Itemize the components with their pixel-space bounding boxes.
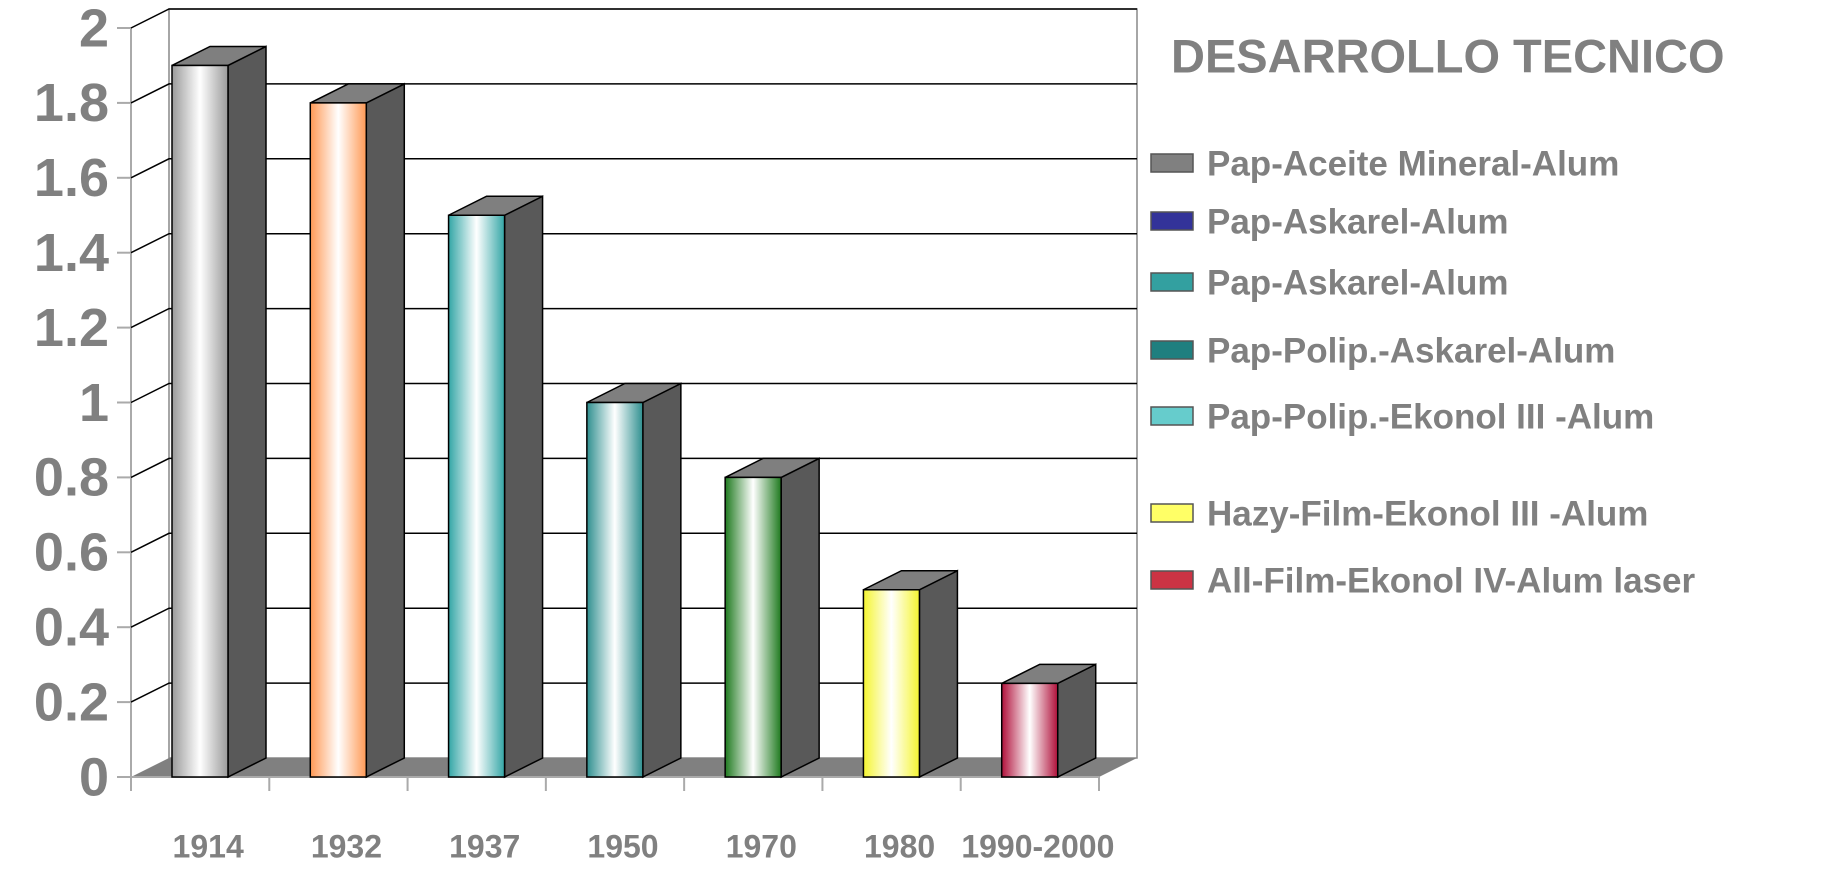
bar-front — [171, 64, 229, 778]
bar — [586, 382, 682, 779]
legend-swatch — [1150, 211, 1194, 231]
y-tick-label: 0 — [79, 747, 109, 807]
x-tick-label: 1932 — [311, 828, 382, 864]
y-tick-label: 1.8 — [34, 73, 109, 133]
legend-label: Pap-Polip.-Askarel-Alum — [1207, 331, 1615, 370]
legend-swatch — [1150, 153, 1194, 173]
x-tick-label: 1914 — [173, 828, 244, 864]
y-tick-label: 1.6 — [34, 148, 109, 208]
bar-side — [780, 457, 820, 779]
legend-label: All-Film-Ekonol IV-Alum laser — [1207, 561, 1696, 600]
legend-swatch — [1150, 272, 1194, 292]
legend-swatch — [1150, 340, 1194, 360]
chart-title: DESARROLLO TECNICO — [1171, 29, 1725, 82]
y-tick-label: 0.8 — [34, 448, 109, 508]
legend-label: Pap-Askarel-Alum — [1207, 263, 1508, 302]
bar — [724, 457, 820, 779]
bar-side — [227, 45, 267, 779]
grid-line — [130, 382, 1137, 404]
bar-side — [642, 382, 682, 779]
legend-swatch — [1150, 503, 1194, 523]
y-tick-label: 0.6 — [34, 523, 109, 583]
legend-swatch — [1150, 406, 1194, 426]
bar — [1000, 663, 1097, 779]
legend-label: Pap-Aceite Mineral-Alum — [1207, 144, 1619, 183]
y-tick-label: 0.2 — [34, 672, 109, 732]
x-tick-label: 1950 — [587, 828, 658, 864]
bar — [171, 45, 267, 779]
bar-front — [1000, 682, 1059, 778]
grid-line — [130, 232, 1137, 254]
x-tick-label: 1990-2000 — [961, 828, 1114, 864]
bar-side — [503, 195, 544, 779]
bar — [862, 569, 959, 779]
bar-front — [586, 401, 644, 778]
y-tick-label: 1 — [79, 373, 109, 433]
bar — [309, 82, 406, 779]
bar — [447, 195, 544, 779]
y-tick-label: 0.4 — [34, 597, 109, 657]
bar-front — [862, 589, 921, 778]
grid-line — [130, 158, 1137, 179]
bar-side — [365, 82, 406, 779]
grid-line — [130, 8, 1137, 29]
legend-label: Pap-Polip.-Ekonol III -Alum — [1207, 397, 1654, 436]
grid-line — [130, 307, 1137, 329]
legend-label: Hazy-Film-Ekonol III -Alum — [1207, 494, 1648, 533]
legend-swatch — [1150, 570, 1194, 590]
y-tick-label: 1.2 — [34, 298, 109, 358]
y-tick-label: 2 — [79, 0, 109, 58]
x-tick-label: 1980 — [864, 828, 935, 864]
bar-front — [724, 476, 782, 778]
bar-side — [918, 569, 959, 779]
bar-front — [447, 214, 506, 778]
grid-line — [130, 83, 1137, 104]
y-tick-label: 1.4 — [34, 223, 109, 283]
bar-front — [309, 102, 368, 778]
legend-label: Pap-Askarel-Alum — [1207, 202, 1508, 241]
x-tick-label: 1937 — [449, 828, 520, 864]
x-tick-label: 1970 — [726, 828, 797, 864]
